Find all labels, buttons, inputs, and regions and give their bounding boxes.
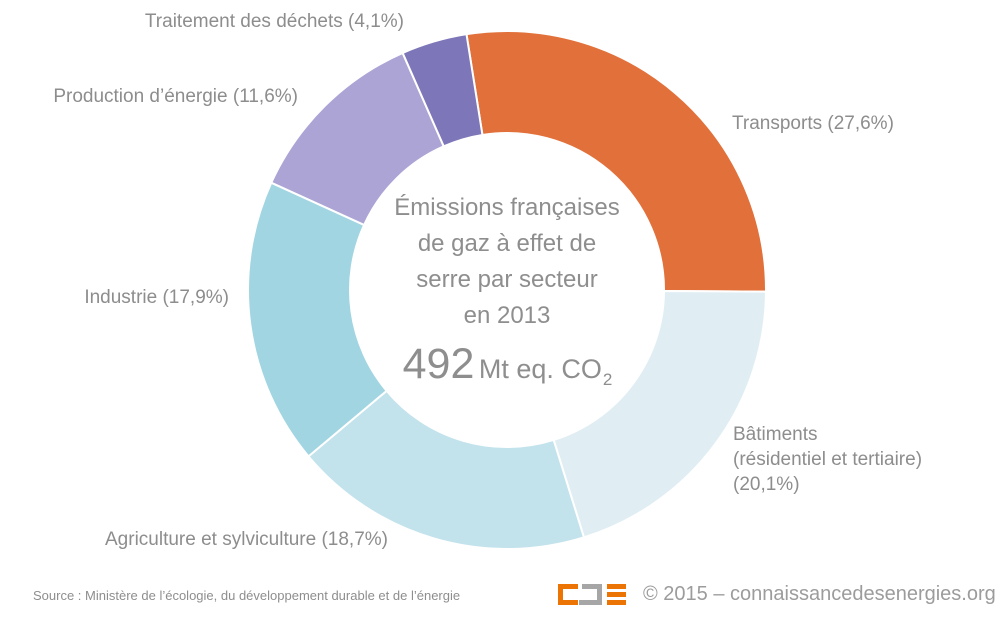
brand-footer: © 2015 – connaissancedesenergies.org [558,583,996,606]
logo-bracket-d [579,584,602,605]
label-batiments: Bâtiments (résidentiel et tertiaire) (20… [733,424,923,495]
unit-subscript: 2 [602,370,613,389]
total-unit: Mt eq. CO2 [478,354,613,389]
copyright-text: © 2015 – connaissancedesenergies.org [643,583,996,605]
label-traitement: Traitement des déchets (4,1%) [144,11,404,32]
label-agriculture: Agriculture et sylviculture (18,7%) [105,529,388,550]
chart-total: 492 Mt eq. CO2 [257,339,757,399]
total-value: 492 [402,340,475,388]
source-text: Source : Ministère de l’écologie, du dév… [33,588,461,603]
chart-center-text: Émissions françaises de gaz à effet de s… [257,190,757,399]
label-industrie: Industrie (17,9%) [84,287,229,308]
donut-slice-0 [465,30,767,293]
logo-bars-e [607,584,626,605]
chart-title: Émissions françaises de gaz à effet de s… [394,194,620,329]
donut-slice-5 [401,33,484,148]
donut-slice-3 [247,181,388,458]
logo-bracket-c [558,584,578,605]
cde-logo-icon [558,584,626,605]
label-transports: Transports (27,6%) [732,113,894,134]
label-production: Production d’énergie (11,6%) [53,86,298,107]
total-unit-text: Mt eq. CO [478,354,602,384]
donut-slice-1 [552,289,767,539]
donut-slice-2 [307,389,585,550]
